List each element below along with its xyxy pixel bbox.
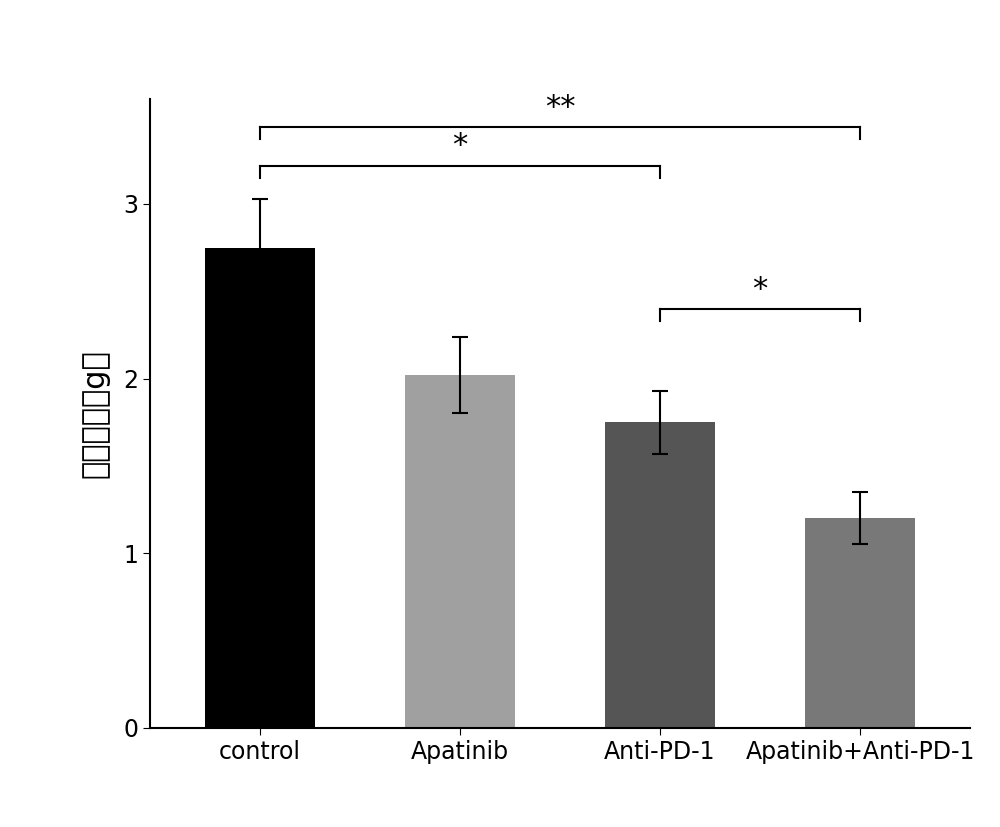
Bar: [205, 247, 315, 728]
Bar: [805, 519, 915, 728]
Bar: [405, 375, 515, 728]
Text: *: *: [452, 131, 468, 160]
Text: *: *: [752, 275, 768, 304]
Text: **: **: [545, 93, 575, 122]
Y-axis label: 肿瘤重量（g）: 肿瘤重量（g）: [80, 349, 109, 478]
Bar: [605, 423, 715, 728]
